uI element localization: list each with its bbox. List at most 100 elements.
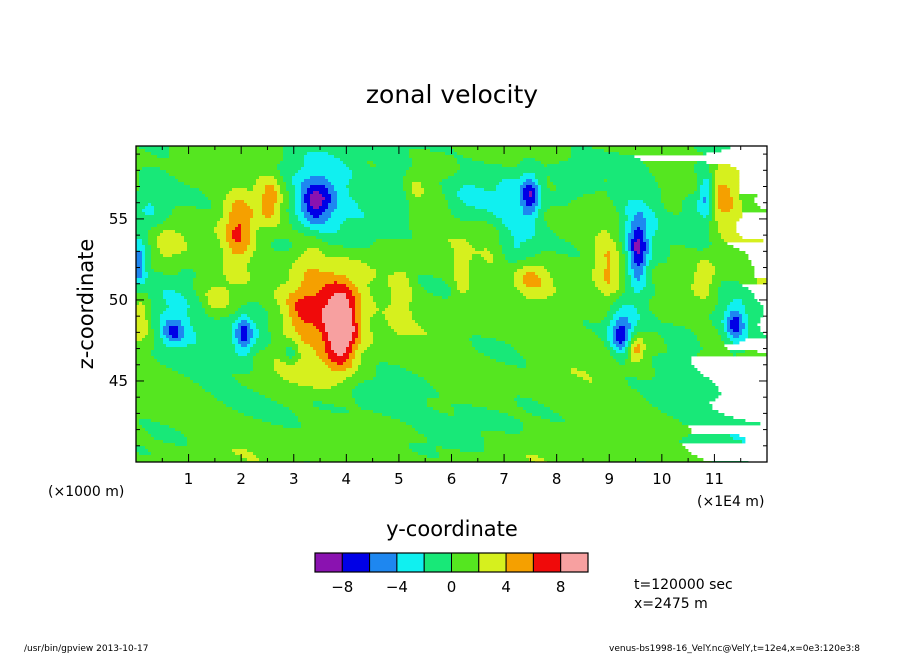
contour-cell (154, 332, 161, 336)
contour-cell (331, 182, 350, 186)
contour-cell (367, 161, 374, 165)
contour-cell (352, 281, 371, 285)
contour-cell (718, 206, 734, 210)
contour-cell (664, 203, 683, 207)
contour-cell (253, 188, 266, 192)
contour-cell (175, 290, 197, 294)
contour-cell (607, 179, 656, 183)
contour-cell (718, 197, 734, 201)
contour-cell (289, 407, 320, 411)
contour-cell (634, 260, 644, 264)
contour-cell (550, 407, 659, 411)
contour-cell (301, 203, 308, 207)
contour-cell (544, 212, 620, 216)
contour-cell (433, 407, 455, 411)
contour-cell (451, 287, 458, 291)
contour-cell (250, 221, 281, 225)
contour-cell (235, 311, 269, 315)
contour-cell (151, 326, 161, 330)
contour-cell (301, 422, 407, 426)
contour-cell (625, 284, 632, 288)
contour-cell (322, 317, 353, 321)
contour-cell (349, 305, 356, 309)
contour-cell (358, 323, 362, 327)
contour-cell (421, 182, 440, 186)
contour-cell (145, 206, 155, 210)
contour-cell (745, 323, 749, 327)
contour-cell (289, 308, 296, 312)
contour-cell (346, 185, 404, 189)
contour-cell (523, 356, 614, 360)
contour-cell (358, 365, 377, 369)
contour-cell (679, 212, 701, 216)
contour-cell (151, 254, 164, 258)
contour-cell (748, 335, 767, 339)
contour-cell (229, 281, 248, 285)
contour-cell (712, 242, 728, 246)
contour-cell (697, 263, 713, 267)
contour-cell (553, 281, 596, 285)
contour-cell (730, 323, 740, 327)
contour-cell (274, 296, 290, 300)
contour-cell (694, 170, 710, 174)
contour-cell (655, 179, 698, 183)
contour-cell (625, 227, 632, 231)
contour-cell (433, 386, 632, 390)
contour-cell (241, 344, 248, 348)
contour-cell (268, 320, 284, 324)
contour-cell (361, 329, 371, 333)
contour-cell (625, 242, 629, 246)
contour-cell (607, 230, 620, 234)
y-tick-label: 55 (109, 210, 128, 228)
contour-cell (217, 221, 230, 225)
contour-cell (172, 335, 179, 339)
contour-cell (577, 248, 596, 252)
contour-cell (136, 407, 233, 411)
contour-cell (538, 200, 542, 204)
contour-cell (634, 335, 662, 339)
contour-cell (292, 182, 302, 186)
contour-cell (646, 224, 659, 228)
contour-cell (169, 338, 182, 342)
contour-cell (136, 203, 149, 207)
contour-cell (262, 209, 275, 213)
contour-cell (358, 344, 371, 348)
contour-cell (283, 404, 314, 408)
contour-cell (718, 296, 755, 300)
contour-cell (619, 236, 626, 240)
contour-cell (619, 227, 626, 231)
contour-cell (376, 311, 383, 315)
contour-cell (613, 338, 617, 342)
contour-cell (352, 311, 356, 315)
contour-cell (361, 314, 374, 318)
contour-cell (274, 362, 287, 366)
contour-cell (643, 257, 647, 261)
contour-cell (136, 449, 149, 453)
contour-cell (631, 248, 635, 252)
contour-cell (535, 206, 542, 210)
contour-cell (151, 353, 239, 357)
contour-cell (295, 353, 302, 357)
contour-cell (136, 374, 185, 378)
contour-cell (709, 236, 722, 240)
contour-cell (184, 434, 425, 438)
contour-cell (724, 323, 728, 327)
contour-cell (163, 332, 170, 336)
contour-cell (490, 251, 503, 255)
x-tick-label: 1 (184, 470, 194, 488)
contour-cell (295, 200, 302, 204)
contour-cell (193, 281, 230, 285)
contour-cell (628, 338, 632, 342)
contour-cell (655, 293, 695, 297)
contour-cell (469, 338, 497, 342)
contour-cell (280, 359, 299, 363)
contour-cell (253, 452, 419, 456)
colorbar-tick-label: −4 (386, 578, 408, 596)
contour-cell (469, 281, 515, 285)
contour-cell (616, 209, 626, 213)
contour-cell (523, 425, 689, 429)
contour-cell (541, 251, 557, 255)
contour-cell (514, 272, 527, 276)
contour-cell (376, 164, 413, 168)
contour-cell (631, 284, 647, 288)
